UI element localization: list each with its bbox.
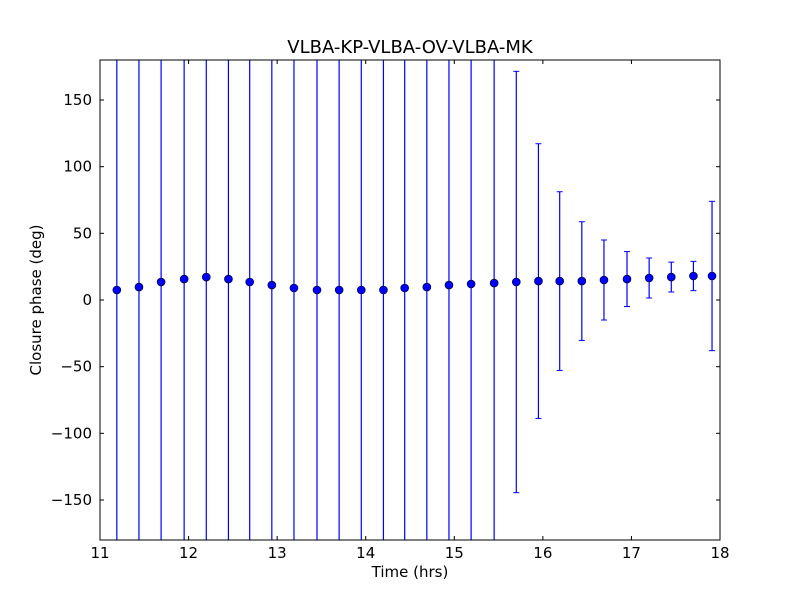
data-point (666, 272, 676, 282)
data-point (112, 285, 122, 295)
data-point (356, 285, 366, 295)
plot-area (112, 60, 717, 540)
data-point (466, 279, 476, 289)
x-tick-label: 11 (90, 544, 109, 562)
data-point (201, 272, 211, 282)
x-tick-label: 17 (622, 544, 641, 562)
x-tick-label: 14 (356, 544, 375, 562)
data-point (644, 273, 654, 283)
y-tick-label: 100 (63, 158, 92, 176)
chart-title: VLBA-KP-VLBA-OV-VLBA-MK (287, 37, 534, 58)
data-point (289, 283, 299, 293)
data-point (422, 282, 432, 292)
x-tick-label: 12 (179, 544, 198, 562)
data-point (511, 277, 521, 287)
data-point (267, 280, 277, 290)
data-point (489, 278, 499, 288)
y-tick-label: 50 (73, 224, 92, 242)
y-tick-label: −100 (51, 424, 92, 442)
data-point (379, 285, 388, 295)
x-tick-label: 13 (268, 544, 287, 562)
y-tick-label: −50 (60, 358, 92, 376)
data-point (707, 271, 717, 281)
axis-ticks: 11 12 13 14 15 16 17 18 −150 −100 −50 0 50 100 150 (51, 60, 730, 562)
x-tick-label: 16 (533, 544, 552, 562)
data-point (400, 283, 409, 293)
y-tick-label: −150 (51, 491, 92, 509)
data-point (134, 282, 144, 292)
data-point (534, 276, 543, 286)
data-point (245, 277, 254, 287)
data-point (334, 285, 344, 295)
y-axis-label: Closure phase (deg) (27, 225, 45, 376)
data-point (444, 280, 454, 290)
x-tick-label: 18 (710, 544, 729, 562)
data-point (312, 285, 322, 295)
data-point (599, 275, 609, 285)
data-point (224, 274, 233, 284)
x-axis-label: Time (hrs) (371, 563, 449, 581)
data-point (622, 274, 632, 284)
y-tick-label: 0 (82, 291, 92, 309)
x-tick-label: 15 (445, 544, 464, 562)
y-tick-label: 150 (63, 91, 92, 109)
data-point (555, 276, 564, 286)
data-point (179, 274, 189, 284)
data-point (156, 277, 166, 287)
data-point (689, 271, 698, 281)
data-point (577, 276, 587, 286)
